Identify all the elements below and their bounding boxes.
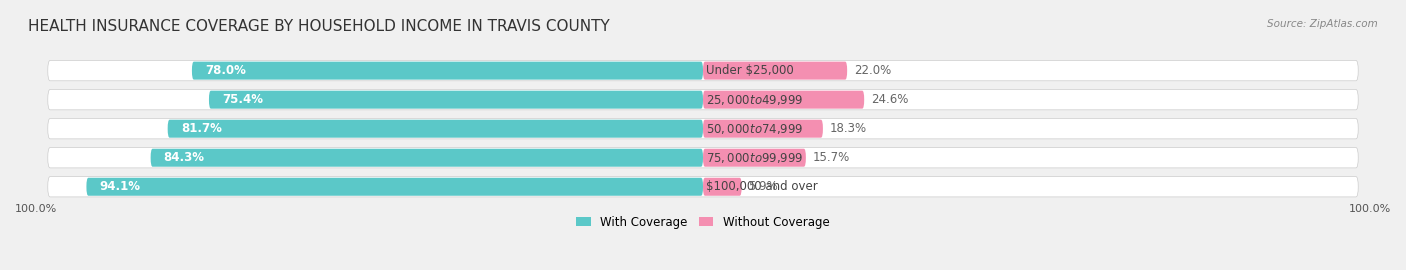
FancyBboxPatch shape bbox=[167, 120, 703, 138]
FancyBboxPatch shape bbox=[150, 149, 703, 167]
FancyBboxPatch shape bbox=[48, 148, 1358, 168]
FancyBboxPatch shape bbox=[703, 91, 865, 109]
Text: $25,000 to $49,999: $25,000 to $49,999 bbox=[706, 93, 804, 107]
Text: 78.0%: 78.0% bbox=[205, 64, 246, 77]
Text: 100.0%: 100.0% bbox=[1348, 204, 1391, 214]
FancyBboxPatch shape bbox=[48, 177, 1358, 197]
Text: 5.9%: 5.9% bbox=[748, 180, 778, 193]
Text: 100.0%: 100.0% bbox=[15, 204, 58, 214]
Text: 94.1%: 94.1% bbox=[100, 180, 141, 193]
Text: Source: ZipAtlas.com: Source: ZipAtlas.com bbox=[1267, 19, 1378, 29]
Legend: With Coverage, Without Coverage: With Coverage, Without Coverage bbox=[572, 211, 834, 233]
FancyBboxPatch shape bbox=[703, 149, 806, 167]
FancyBboxPatch shape bbox=[703, 178, 741, 196]
FancyBboxPatch shape bbox=[48, 119, 1358, 139]
Text: $75,000 to $99,999: $75,000 to $99,999 bbox=[706, 151, 804, 165]
FancyBboxPatch shape bbox=[86, 178, 703, 196]
Text: Under $25,000: Under $25,000 bbox=[706, 64, 794, 77]
FancyBboxPatch shape bbox=[48, 60, 1358, 81]
FancyBboxPatch shape bbox=[703, 62, 848, 80]
FancyBboxPatch shape bbox=[48, 89, 1358, 110]
Text: HEALTH INSURANCE COVERAGE BY HOUSEHOLD INCOME IN TRAVIS COUNTY: HEALTH INSURANCE COVERAGE BY HOUSEHOLD I… bbox=[28, 19, 610, 34]
Text: 75.4%: 75.4% bbox=[222, 93, 263, 106]
FancyBboxPatch shape bbox=[209, 91, 703, 109]
Text: $100,000 and over: $100,000 and over bbox=[706, 180, 818, 193]
Text: 84.3%: 84.3% bbox=[163, 151, 205, 164]
FancyBboxPatch shape bbox=[191, 62, 703, 80]
FancyBboxPatch shape bbox=[703, 120, 823, 138]
Text: 81.7%: 81.7% bbox=[181, 122, 222, 135]
Text: $50,000 to $74,999: $50,000 to $74,999 bbox=[706, 122, 804, 136]
Text: 22.0%: 22.0% bbox=[853, 64, 891, 77]
Text: 24.6%: 24.6% bbox=[870, 93, 908, 106]
Text: 15.7%: 15.7% bbox=[813, 151, 849, 164]
Text: 18.3%: 18.3% bbox=[830, 122, 866, 135]
